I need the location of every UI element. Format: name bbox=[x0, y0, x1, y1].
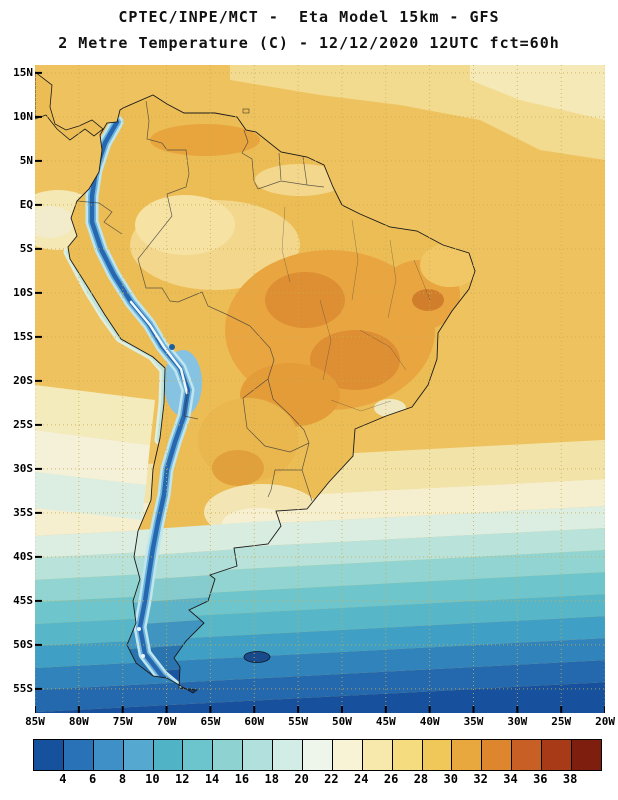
lat-label: 15S bbox=[13, 329, 33, 343]
colorbar-tick-label: 32 bbox=[473, 772, 488, 786]
lat-label: 45S bbox=[13, 593, 33, 607]
country-borders bbox=[76, 100, 325, 502]
lat-label: 25S bbox=[13, 417, 33, 431]
colorbar-cell bbox=[422, 740, 453, 770]
pacific-cool-wedge-3 bbox=[35, 472, 146, 520]
colorbar-tick-label: 24 bbox=[354, 772, 369, 786]
falkland-islands bbox=[243, 651, 271, 663]
lon-label: 50W bbox=[332, 715, 352, 728]
trinidad-island bbox=[242, 108, 250, 114]
colorbar-cell bbox=[63, 740, 94, 770]
colorbar-cell bbox=[34, 740, 64, 770]
colorbar-cell bbox=[572, 740, 601, 770]
lat-label: 35S bbox=[13, 505, 33, 519]
colorbar-cell bbox=[482, 740, 513, 770]
colorbar-tick-label: 12 bbox=[174, 772, 190, 786]
colorbar-cell bbox=[93, 740, 124, 770]
colorbar-tick-label: 18 bbox=[264, 772, 279, 786]
colorbar-tick-label: 8 bbox=[118, 772, 127, 786]
lat-label: 5S bbox=[19, 241, 33, 255]
central-america-landmass bbox=[35, 71, 104, 141]
lon-label: 25W bbox=[551, 715, 572, 728]
axis-ticks bbox=[35, 71, 605, 713]
lat-label: 40S bbox=[13, 549, 33, 563]
title-variable-line: 2 Metre Temperature (C) - 12/12/2020 12U… bbox=[58, 34, 560, 52]
lon-label: 45W bbox=[375, 715, 396, 728]
lon-label: 20W bbox=[595, 715, 615, 728]
colorbar-tick-label: 34 bbox=[503, 772, 518, 786]
lake-titicaca bbox=[169, 344, 175, 350]
colorbar-tick-label: 30 bbox=[443, 772, 458, 786]
lon-label: 70W bbox=[156, 715, 177, 728]
colorbar-cell bbox=[332, 740, 363, 770]
lat-label: 10S bbox=[13, 285, 33, 299]
lat-label: 20S bbox=[13, 373, 33, 387]
colorbar-cell bbox=[273, 740, 304, 770]
lon-label: 65W bbox=[200, 715, 221, 728]
colorbar-tick-label: 14 bbox=[204, 772, 220, 786]
north-atlantic-cool-patch bbox=[470, 65, 605, 120]
lon-label: 55W bbox=[288, 715, 309, 728]
coastline bbox=[67, 94, 476, 694]
lon-label: 30W bbox=[507, 715, 528, 728]
lat-label: 30S bbox=[13, 461, 33, 475]
lat-label: EQ bbox=[19, 197, 33, 211]
lat-label: 50S bbox=[13, 637, 33, 651]
colorbar-tick-label: 38 bbox=[562, 772, 578, 786]
colorbar-tick-label: 6 bbox=[89, 772, 97, 786]
colorbar-tick-label: 22 bbox=[324, 772, 339, 786]
lon-label: 85W bbox=[25, 715, 45, 728]
colorbar-cell bbox=[392, 740, 423, 770]
lon-label: 40W bbox=[419, 715, 440, 728]
colorbar-cell bbox=[183, 740, 214, 770]
colorbar-cell bbox=[542, 740, 573, 770]
gridlines bbox=[35, 65, 605, 713]
lon-label: 35W bbox=[463, 715, 484, 728]
colorbar-tick-label: 16 bbox=[234, 772, 250, 786]
lat-label: 55S bbox=[13, 681, 33, 695]
lat-label: 15N bbox=[13, 65, 33, 79]
colorbar-tick-label: 4 bbox=[59, 772, 67, 786]
equatorial-pacific-cool-core bbox=[35, 206, 74, 238]
lon-label: 80W bbox=[68, 715, 89, 728]
colorbar-cell bbox=[303, 740, 333, 770]
colorbar-cell bbox=[243, 740, 274, 770]
pacific-cool-wedge-2 bbox=[35, 430, 150, 485]
lat-label: 5N bbox=[19, 153, 33, 167]
lon-label: 60W bbox=[244, 715, 265, 728]
colorbar-tick-label: 26 bbox=[383, 772, 399, 786]
title-model-line: CPTEC/INPE/MCT - Eta Model 15km - GFS bbox=[118, 8, 500, 26]
colorbar-tick-label: 36 bbox=[533, 772, 548, 786]
lon-label: 75W bbox=[112, 715, 133, 728]
colorbar-tick-label: 10 bbox=[145, 772, 160, 786]
colorbar-cell bbox=[213, 740, 244, 770]
colorbar bbox=[33, 739, 602, 771]
colorbar-tick-label: 20 bbox=[294, 772, 309, 786]
map-field bbox=[35, 65, 605, 713]
colorbar-cell bbox=[452, 740, 483, 770]
colorbar-cell bbox=[362, 740, 393, 770]
lat-label: 10N bbox=[13, 109, 33, 123]
colorbar-tick-label: 28 bbox=[413, 772, 429, 786]
colorbar-cell bbox=[153, 740, 184, 770]
pacific-cool-wedge-1 bbox=[35, 385, 155, 445]
colorbar-cell bbox=[512, 740, 543, 770]
colorbar-cell bbox=[123, 740, 154, 770]
